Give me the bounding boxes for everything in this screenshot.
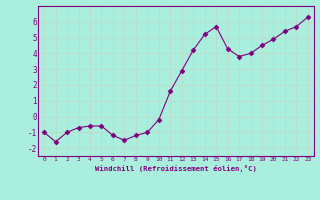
X-axis label: Windchill (Refroidissement éolien,°C): Windchill (Refroidissement éolien,°C) bbox=[95, 165, 257, 172]
